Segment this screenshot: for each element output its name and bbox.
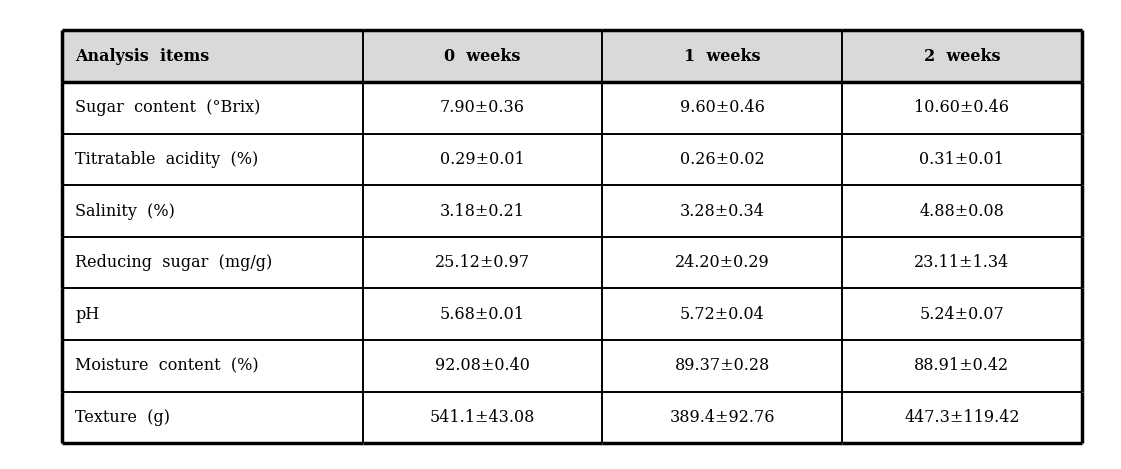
Bar	[602, 392, 842, 443]
Text: 92.08±0.40: 92.08±0.40	[435, 357, 530, 374]
Text: 23.11±1.34: 23.11±1.34	[915, 254, 1010, 271]
Text: 5.72±0.04: 5.72±0.04	[679, 306, 765, 323]
Text: 5.68±0.01: 5.68±0.01	[439, 306, 525, 323]
Text: 389.4±92.76: 389.4±92.76	[669, 409, 775, 426]
Bar	[362, 237, 602, 288]
Bar	[362, 134, 602, 185]
Bar	[62, 185, 362, 237]
Bar	[842, 392, 1082, 443]
Text: 0.29±0.01: 0.29±0.01	[441, 151, 525, 168]
Text: 2  weeks: 2 weeks	[924, 48, 1000, 65]
Text: 9.60±0.46: 9.60±0.46	[679, 99, 765, 116]
Text: 0  weeks: 0 weeks	[444, 48, 520, 65]
Bar	[62, 288, 362, 340]
Bar	[842, 134, 1082, 185]
Text: 10.60±0.46: 10.60±0.46	[915, 99, 1009, 116]
Bar	[362, 340, 602, 392]
Text: Titratable  acidity  (%): Titratable acidity (%)	[75, 151, 258, 168]
Bar	[602, 237, 842, 288]
Bar	[362, 288, 602, 340]
Text: 447.3±119.42: 447.3±119.42	[905, 409, 1020, 426]
Text: 24.20±0.29: 24.20±0.29	[675, 254, 769, 271]
Bar	[842, 30, 1082, 82]
Text: Sugar  content  (°Brix): Sugar content (°Brix)	[75, 99, 260, 116]
Text: 7.90±0.36: 7.90±0.36	[439, 99, 525, 116]
Text: 4.88±0.08: 4.88±0.08	[919, 203, 1004, 219]
Text: 0.26±0.02: 0.26±0.02	[679, 151, 765, 168]
Bar	[62, 134, 362, 185]
Text: Texture  (g): Texture (g)	[75, 409, 170, 426]
Bar	[602, 340, 842, 392]
Bar	[602, 30, 842, 82]
Text: Analysis  items: Analysis items	[75, 48, 210, 65]
Text: 5.24±0.07: 5.24±0.07	[919, 306, 1004, 323]
Text: 89.37±0.28: 89.37±0.28	[675, 357, 770, 374]
Text: Moisture  content  (%): Moisture content (%)	[75, 357, 259, 374]
Text: 25.12±0.97: 25.12±0.97	[435, 254, 530, 271]
Text: pH: pH	[75, 306, 100, 323]
Bar	[362, 30, 602, 82]
Text: 541.1±43.08: 541.1±43.08	[429, 409, 535, 426]
Text: 0.31±0.01: 0.31±0.01	[919, 151, 1004, 168]
Text: 1  weeks: 1 weeks	[684, 48, 760, 65]
Text: 3.18±0.21: 3.18±0.21	[439, 203, 525, 219]
Bar	[602, 185, 842, 237]
Bar	[62, 340, 362, 392]
Bar	[842, 185, 1082, 237]
Bar	[62, 392, 362, 443]
Bar	[362, 392, 602, 443]
Bar	[602, 134, 842, 185]
Bar	[602, 82, 842, 134]
Bar	[842, 340, 1082, 392]
Bar	[362, 82, 602, 134]
Bar	[842, 237, 1082, 288]
Text: Salinity  (%): Salinity (%)	[75, 203, 175, 219]
Text: 3.28±0.34: 3.28±0.34	[679, 203, 765, 219]
Text: Reducing  sugar  (mg/g): Reducing sugar (mg/g)	[75, 254, 272, 271]
Bar	[602, 288, 842, 340]
Text: 88.91±0.42: 88.91±0.42	[915, 357, 1010, 374]
Bar	[362, 185, 602, 237]
Bar	[62, 30, 362, 82]
Bar	[62, 82, 362, 134]
Bar	[62, 237, 362, 288]
Bar	[842, 288, 1082, 340]
Bar	[842, 82, 1082, 134]
